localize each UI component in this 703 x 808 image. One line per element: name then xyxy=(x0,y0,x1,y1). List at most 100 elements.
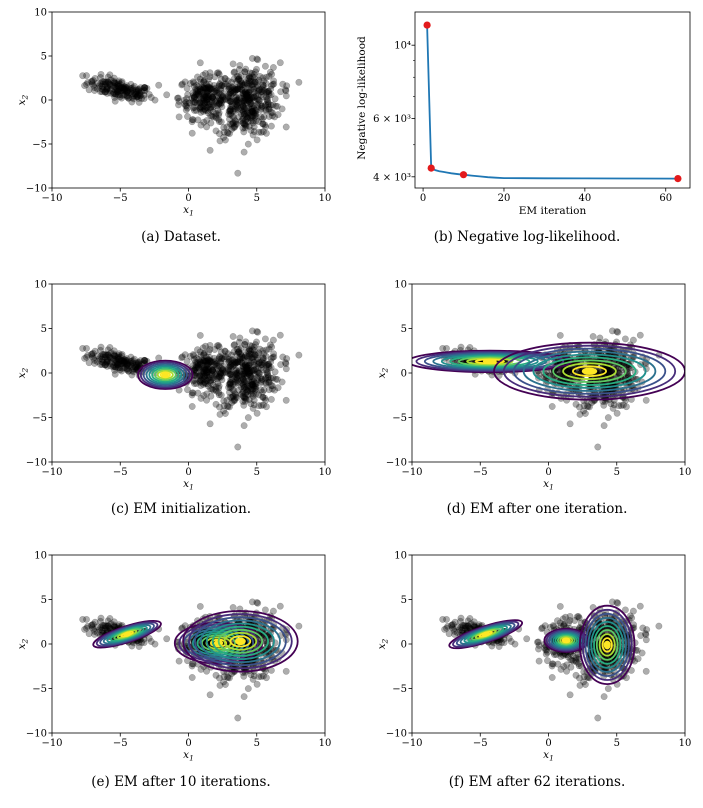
data-point xyxy=(586,403,593,411)
data-point xyxy=(610,401,618,409)
data-point xyxy=(242,65,250,73)
data-point xyxy=(212,400,220,408)
data-point xyxy=(107,89,114,97)
data-point xyxy=(101,353,109,361)
data-point xyxy=(237,383,245,391)
data-point xyxy=(117,357,125,364)
data-point xyxy=(242,122,250,130)
data-point xyxy=(247,81,255,89)
data-point xyxy=(248,342,256,350)
data-point xyxy=(196,99,203,107)
data-point xyxy=(265,386,273,394)
data-point xyxy=(218,103,226,111)
data-point xyxy=(244,118,252,126)
data-point xyxy=(238,79,246,87)
contour-ring xyxy=(229,635,252,648)
data-point xyxy=(107,85,115,93)
data-point xyxy=(188,660,196,668)
data-point xyxy=(241,120,249,128)
data-point xyxy=(197,108,205,116)
data-point xyxy=(217,369,225,377)
data-point xyxy=(262,93,270,101)
data-point xyxy=(199,97,207,105)
x-tick-label: −10 xyxy=(401,467,422,478)
data-point xyxy=(229,356,236,364)
y-tick-label: 5 xyxy=(41,595,47,606)
data-point xyxy=(227,382,235,390)
y-tick-label: 10 xyxy=(394,551,407,562)
data-point xyxy=(132,361,140,369)
data-point xyxy=(241,124,249,132)
data-point xyxy=(614,599,622,607)
data-point xyxy=(237,72,245,80)
data-point xyxy=(124,94,132,102)
data-point xyxy=(643,626,651,634)
data-point xyxy=(200,356,208,364)
data-point xyxy=(188,391,196,399)
data-point xyxy=(96,82,104,90)
data-point xyxy=(258,388,266,396)
data-point xyxy=(226,115,233,123)
data-point xyxy=(79,72,87,80)
data-point xyxy=(120,364,128,372)
data-point xyxy=(256,359,263,367)
data-point xyxy=(251,107,259,115)
data-point xyxy=(224,93,232,101)
y-tick-label: −5 xyxy=(392,684,407,695)
data-point xyxy=(199,376,207,384)
data-point xyxy=(207,104,214,112)
data-point xyxy=(90,625,98,633)
data-point xyxy=(250,111,258,119)
data-point xyxy=(244,96,252,104)
data-point xyxy=(145,90,153,98)
data-point xyxy=(203,390,211,398)
data-point xyxy=(200,364,208,372)
data-point xyxy=(245,396,253,404)
data-point xyxy=(282,396,290,404)
y-tick-label: −5 xyxy=(392,413,407,424)
data-point xyxy=(227,371,235,379)
data-point xyxy=(126,86,134,94)
data-point xyxy=(135,94,143,102)
data-point xyxy=(439,344,447,352)
data-point xyxy=(228,373,236,381)
data-point xyxy=(107,354,115,362)
data-point xyxy=(203,88,211,96)
data-point xyxy=(249,350,256,358)
y-tick-label: 5 xyxy=(401,324,407,335)
data-point xyxy=(217,358,224,366)
data-point xyxy=(205,90,213,98)
data-point xyxy=(113,354,121,362)
data-point xyxy=(114,87,122,95)
data-point xyxy=(564,367,572,375)
data-point xyxy=(279,353,287,361)
data-point xyxy=(231,380,239,388)
data-point xyxy=(259,356,267,364)
data-point xyxy=(138,88,145,95)
data-point xyxy=(196,378,204,386)
data-point xyxy=(234,375,242,383)
data-point xyxy=(118,360,126,368)
data-point xyxy=(259,354,267,361)
data-point xyxy=(183,95,191,103)
data-point xyxy=(634,655,642,663)
data-point xyxy=(217,75,225,83)
data-point xyxy=(207,378,215,386)
data-point xyxy=(248,598,256,606)
data-point xyxy=(245,73,253,80)
data-point xyxy=(123,361,131,369)
data-point xyxy=(268,109,276,117)
data-point xyxy=(566,691,574,699)
data-point xyxy=(104,352,112,359)
x-tick-label: 5 xyxy=(614,467,620,478)
data-point xyxy=(203,98,211,106)
data-point xyxy=(243,363,250,371)
data-point xyxy=(246,94,253,101)
data-point xyxy=(259,672,267,680)
data-point xyxy=(113,80,121,87)
data-point xyxy=(550,651,558,658)
data-point xyxy=(117,360,125,368)
data-point xyxy=(262,379,270,387)
data-point xyxy=(255,118,263,126)
data-point xyxy=(110,350,118,358)
